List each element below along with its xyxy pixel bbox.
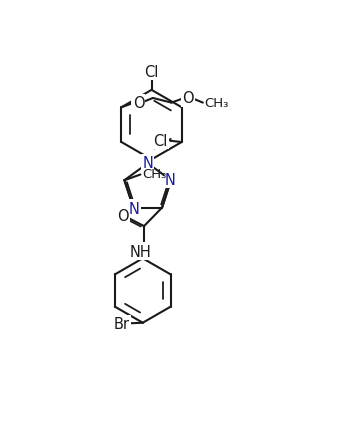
Text: Br: Br xyxy=(113,316,130,331)
Text: O: O xyxy=(133,96,144,111)
Text: CH₃: CH₃ xyxy=(142,168,166,181)
Text: O: O xyxy=(183,91,194,106)
Text: N: N xyxy=(165,173,176,188)
Text: Cl: Cl xyxy=(144,65,159,80)
Text: N: N xyxy=(142,156,153,171)
Text: Cl: Cl xyxy=(153,134,168,149)
Text: NH: NH xyxy=(130,244,152,259)
Text: N: N xyxy=(129,201,139,216)
Text: O: O xyxy=(118,209,129,224)
Text: CH₃: CH₃ xyxy=(204,96,228,109)
